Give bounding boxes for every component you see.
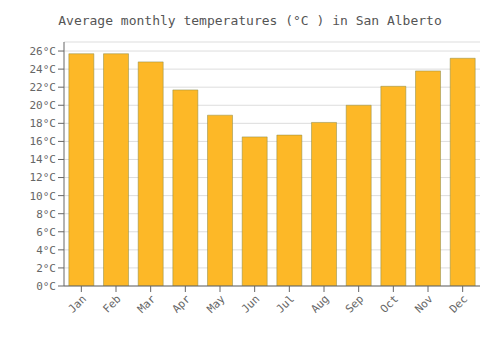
- svg-text:Mar: Mar: [135, 292, 159, 316]
- html-text:Average monthly temperatures (: Average monthly temperatures (°C ) in Sa…: [58, 13, 442, 28]
- svg-text:Jul: Jul: [274, 292, 297, 315]
- svg-text:12°C: 12°C: [30, 171, 57, 184]
- svg-text:16°C: 16°C: [30, 135, 57, 148]
- svg-text:24°C: 24°C: [30, 63, 57, 76]
- svg-text:Aug: Aug: [308, 292, 331, 315]
- svg-text:Nov: Nov: [412, 292, 436, 316]
- svg-text:20°C: 20°C: [30, 99, 57, 112]
- svg-text:26°C: 26°C: [30, 45, 57, 58]
- svg-text:Apr: Apr: [170, 292, 194, 316]
- svg-text:8°C: 8°C: [36, 208, 56, 221]
- svg-text:Oct: Oct: [378, 292, 401, 315]
- svg-text:Jun: Jun: [239, 292, 262, 315]
- svg-text:18°C: 18°C: [30, 117, 57, 130]
- svg-text:4°C: 4°C: [36, 244, 56, 257]
- svg-text:10°C: 10°C: [30, 190, 57, 203]
- svg-text:Feb: Feb: [100, 292, 123, 315]
- svg-text:Dec: Dec: [447, 292, 470, 315]
- svg-text:22°C: 22°C: [30, 81, 57, 94]
- svg-text:Sep: Sep: [343, 292, 366, 315]
- svg-text:14°C: 14°C: [30, 153, 57, 166]
- svg-text:Jan: Jan: [66, 292, 89, 315]
- svg-text:6°C: 6°C: [36, 226, 56, 239]
- svg-text:2°C: 2°C: [36, 262, 56, 275]
- svg-text:0°C: 0°C: [36, 280, 56, 293]
- svg-text:May: May: [204, 292, 228, 316]
